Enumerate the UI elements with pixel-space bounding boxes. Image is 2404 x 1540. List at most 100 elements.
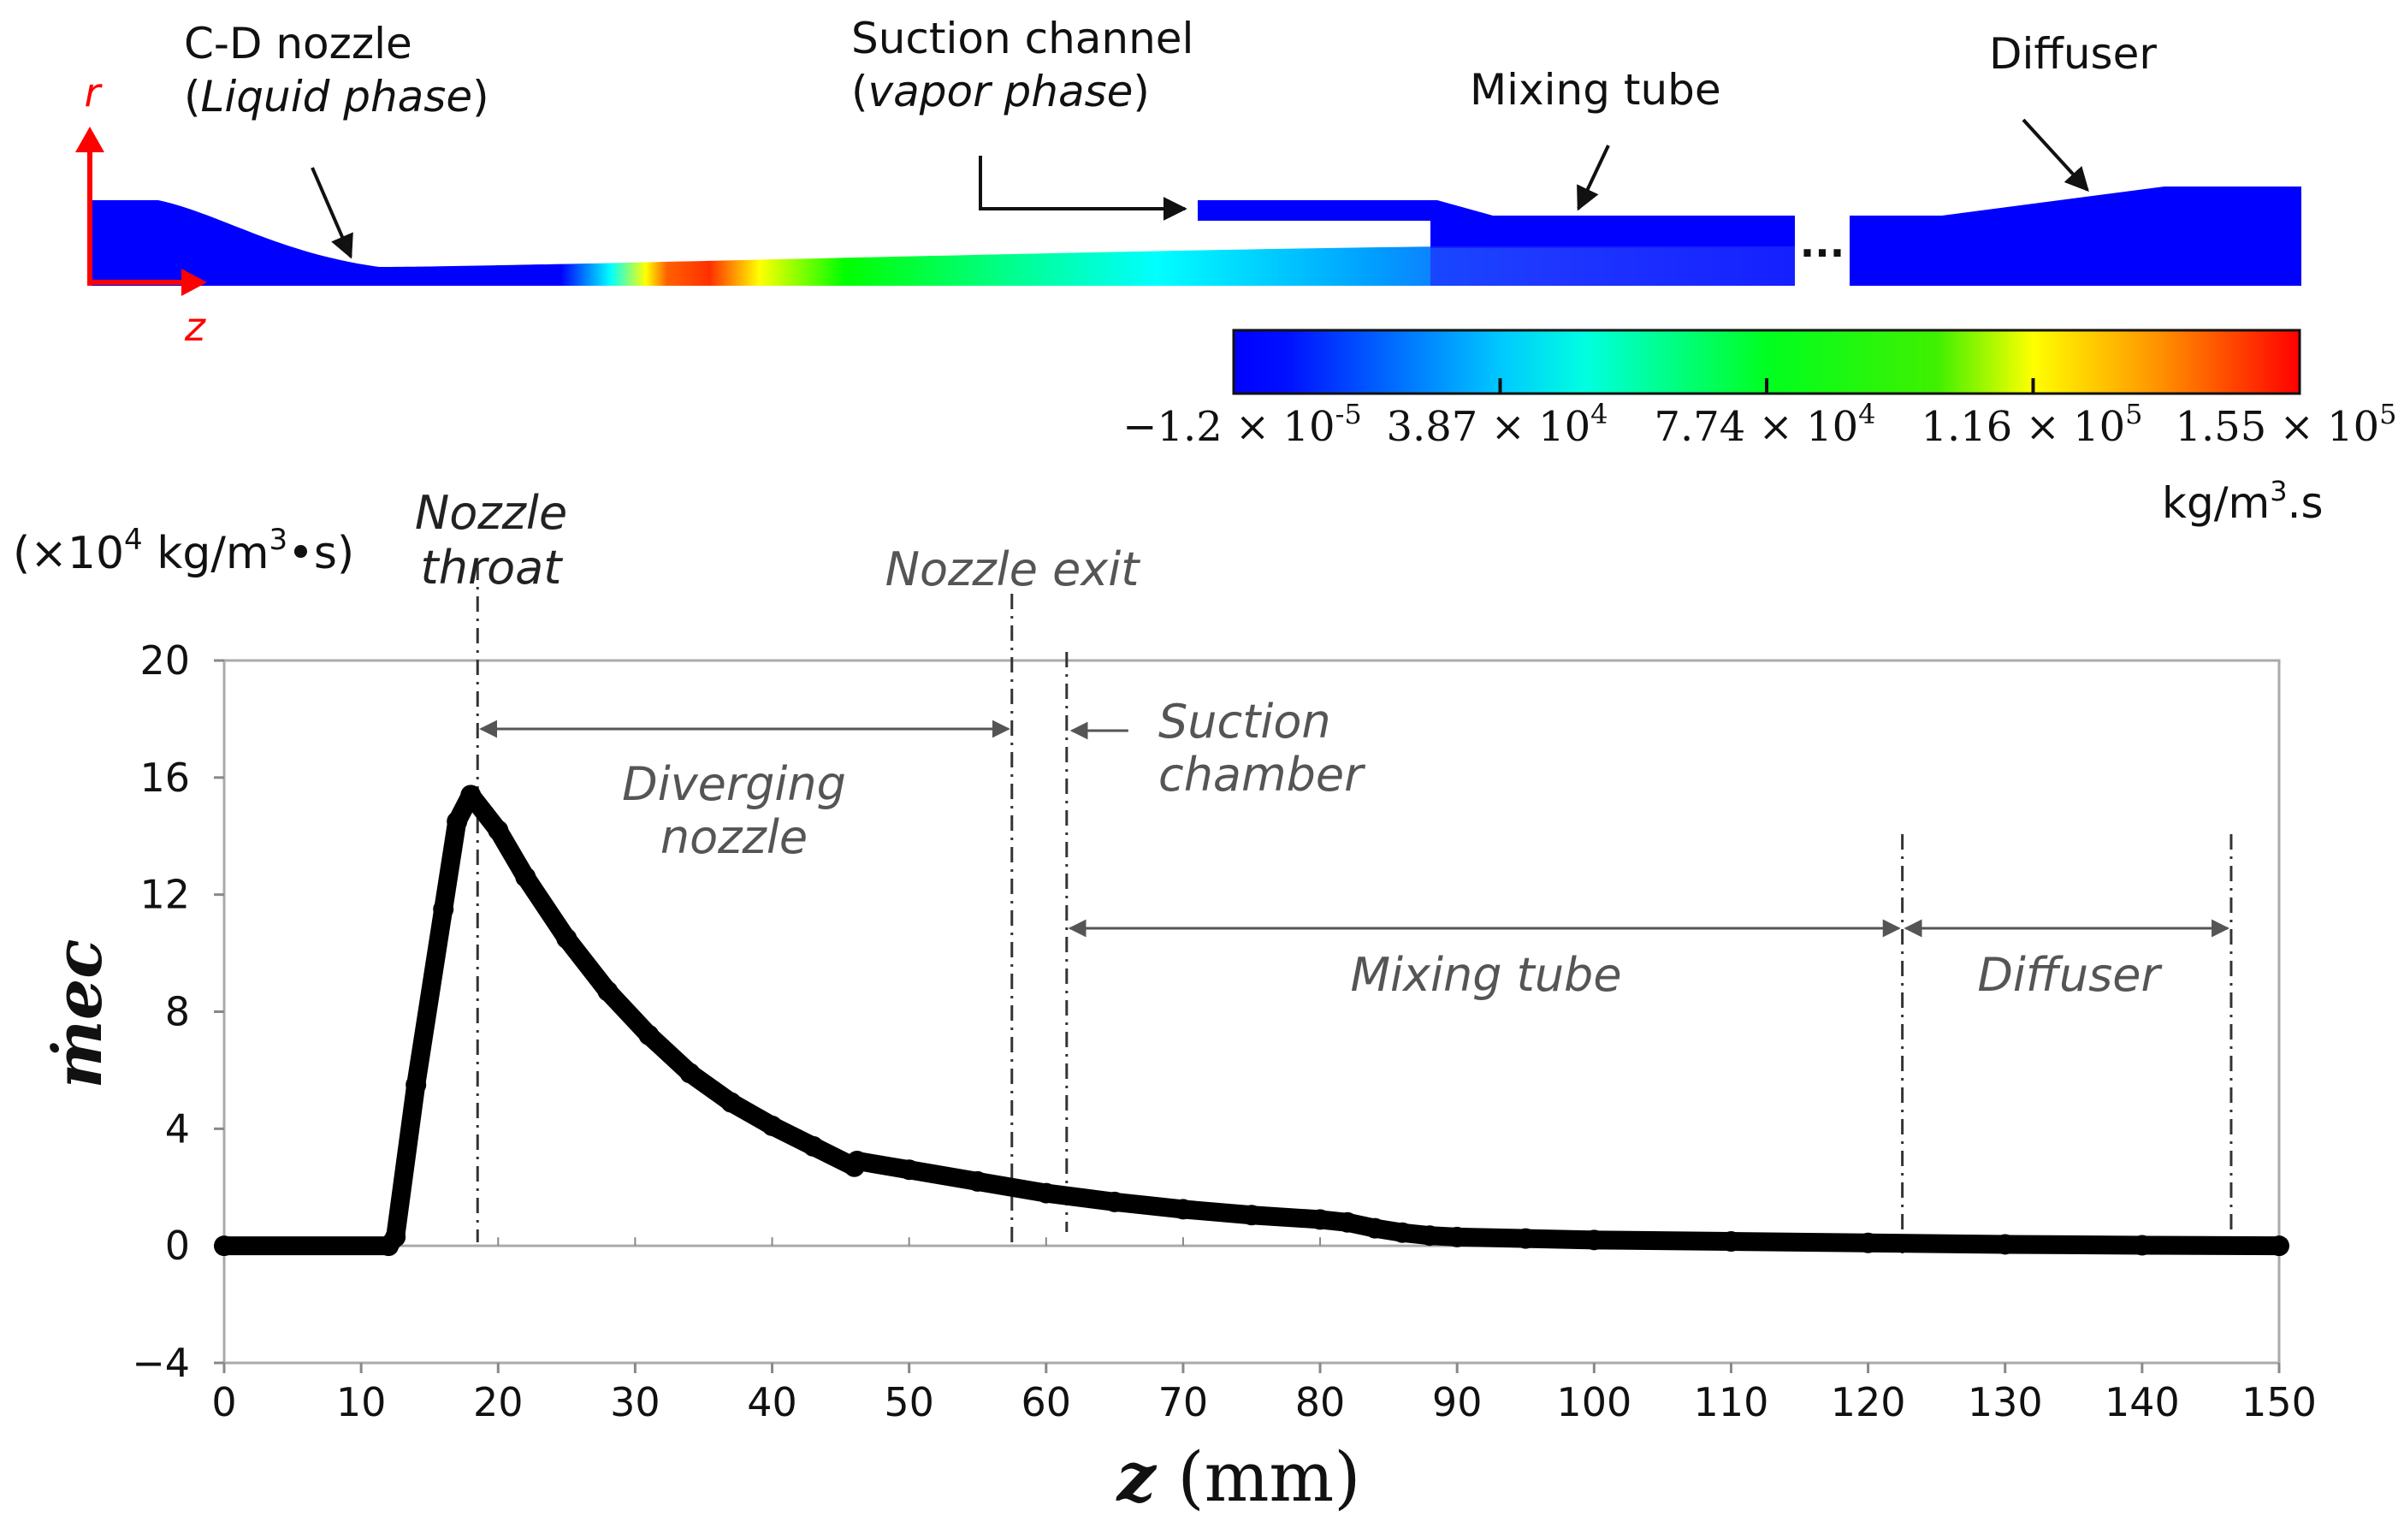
colorbar-tick-label: 1.55 × 105 (2175, 398, 2396, 451)
data-point (846, 1150, 867, 1171)
y-tick-label: 4 (165, 1105, 190, 1152)
data-point (1104, 1191, 1125, 1212)
data-point (1515, 1228, 1537, 1249)
geometry-figure: ... r z C-D nozzle (Liquid phase) Suctio… (75, 14, 2397, 528)
data-point (406, 1075, 427, 1096)
data-point (1584, 1229, 1605, 1251)
y-tick-label: 20 (139, 637, 190, 684)
r-axis-arrowhead (75, 127, 104, 152)
suction-channel-arrow (979, 156, 1187, 221)
diffuser-shape (1850, 187, 2301, 286)
data-point (2131, 1235, 2152, 1256)
mixing-tube-label-top: Mixing tube (1470, 65, 1721, 115)
r-axis-label: r (85, 69, 104, 116)
marker-label-nozzle-throat-1: Nozzle (415, 486, 567, 540)
x-tick-label: 50 (884, 1379, 934, 1425)
suction-channel-label: Suction channel (851, 14, 1193, 63)
x-tick-label: 150 (2241, 1379, 2317, 1425)
y-tick-label: 8 (165, 989, 190, 1035)
marker-label-nozzle-exit: Nozzle exit (885, 542, 1141, 596)
colorbar-unit: kg/m3.s (2162, 475, 2324, 528)
z-axis-label: z (184, 304, 206, 350)
colorbar-tick-label: 1.16 × 105 (1921, 398, 2142, 451)
data-point (1337, 1211, 1359, 1233)
data-point (761, 1115, 783, 1136)
x-axis-label: z (mm) (1115, 1436, 1360, 1517)
colorbar-ticks (1498, 378, 2035, 394)
region-label-diffuser: Diffuser (1977, 948, 2162, 1002)
vapor-phase-label: (vapor phase) (851, 67, 1150, 116)
data-point (214, 1235, 234, 1257)
x-tick-label: 80 (1295, 1379, 1346, 1425)
x-tick-label: 90 (1432, 1379, 1483, 1425)
data-point (2269, 1235, 2289, 1257)
marker-label-suction-1: Suction (1158, 695, 1331, 749)
mixing-tube-shape (1430, 246, 1795, 286)
region-label-diverging-2: nozzle (660, 810, 808, 864)
y-tick-label: 16 (139, 755, 190, 801)
x-tick-label: 70 (1158, 1379, 1209, 1425)
y-axis-label: ṁec (40, 939, 116, 1088)
data-point (1419, 1225, 1441, 1247)
data-point (1241, 1205, 1262, 1226)
x-tick-label: 120 (1831, 1379, 1906, 1425)
data-point (433, 898, 454, 920)
marker-label-nozzle-throat-2: throat (421, 541, 564, 595)
data-point (1310, 1209, 1331, 1230)
data-point (1447, 1226, 1468, 1247)
data-point (898, 1159, 920, 1181)
colorbar-tick-label: 7.74 × 104 (1654, 398, 1875, 451)
data-point (488, 820, 509, 841)
data-point (556, 927, 577, 949)
cd-nozzle-label: C-D nozzle (184, 19, 412, 68)
data-point (1392, 1222, 1413, 1243)
x-tick-label: 110 (1694, 1379, 1769, 1425)
cd-nozzle-arrow (311, 167, 353, 259)
data-point (720, 1092, 742, 1113)
diffuser-label-top: Diffuser (1989, 29, 2157, 79)
data-point (597, 980, 619, 1002)
y-tick-label: −4 (132, 1340, 190, 1386)
data-point (802, 1135, 824, 1157)
suction-channel-wall (1198, 200, 1795, 248)
data-point (1857, 1232, 1879, 1253)
colorbar-tick-label: −1.2 × 10-5 (1122, 398, 1362, 451)
diffuser-arrow (2022, 118, 2089, 192)
data-point (515, 867, 536, 888)
data-point (1172, 1199, 1193, 1220)
x-tick-label: 40 (747, 1379, 797, 1425)
y-unit-label: (×104 kg/m3•s) (13, 523, 354, 579)
data-point (967, 1170, 988, 1192)
x-tick-label: 30 (610, 1379, 660, 1425)
ellipsis: ... (1800, 220, 1844, 266)
mixing-tube-arrow (1577, 145, 1610, 211)
colorbar-tick-label: 3.87 × 104 (1386, 398, 1608, 451)
colorbar-labels: −1.2 × 10-5 3.87 × 104 7.74 × 104 1.16 × 10… (1122, 398, 2396, 451)
region-label-mixing-tube: Mixing tube (1350, 948, 1621, 1002)
data-point (679, 1063, 701, 1084)
marker-label-suction-2: chamber (1158, 748, 1365, 802)
x-tick-label: 140 (2105, 1379, 2180, 1425)
data-point (460, 785, 482, 806)
y-tick-label: 12 (139, 872, 190, 918)
x-tick-label: 20 (473, 1379, 524, 1425)
x-axis-ticks: 0 10 20 30 40 50 60 70 80 90 100 110 120 130 140 150 (211, 1237, 2317, 1425)
data-point (1365, 1217, 1386, 1239)
y-tick-label: 0 (165, 1223, 190, 1269)
mec-line (215, 785, 2289, 1256)
section-markers (476, 565, 2233, 1253)
data-point (1720, 1231, 1742, 1253)
mec-series (214, 785, 2289, 1257)
x-tick-label: 100 (1556, 1379, 1631, 1425)
z-axis-arrowhead (181, 269, 207, 296)
x-tick-label: 60 (1021, 1379, 1072, 1425)
region-label-diverging-1: Diverging (622, 757, 846, 811)
x-tick-label: 130 (1968, 1379, 2043, 1425)
y-axis-ticks: 20 16 12 8 4 0 −4 (132, 637, 224, 1386)
data-point (447, 811, 468, 832)
data-point (385, 1226, 406, 1247)
x-tick-label: 0 (211, 1379, 236, 1425)
data-point (1035, 1182, 1057, 1204)
